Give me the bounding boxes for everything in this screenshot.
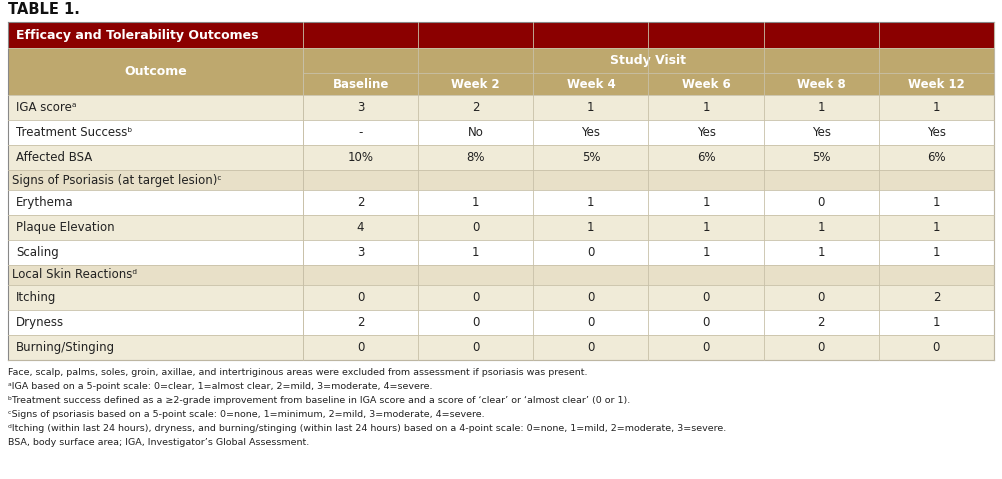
Text: 1: 1	[933, 246, 940, 259]
Text: 8%: 8%	[467, 151, 485, 164]
Text: Study Visit: Study Visit	[610, 54, 686, 67]
Text: 0: 0	[933, 341, 940, 354]
Text: Treatment Successᵇ: Treatment Successᵇ	[16, 126, 132, 139]
Text: 0: 0	[587, 341, 594, 354]
Text: 1: 1	[818, 221, 825, 234]
Text: Yes: Yes	[696, 126, 715, 139]
Text: Face, scalp, palms, soles, groin, axillae, and intertriginous areas were exclude: Face, scalp, palms, soles, groin, axilla…	[8, 368, 587, 377]
Text: Outcome: Outcome	[124, 65, 187, 78]
Text: Week 6: Week 6	[681, 78, 730, 91]
Text: Week 8: Week 8	[797, 78, 846, 91]
Bar	[8, 95, 994, 120]
Text: ᵈItching (within last 24 hours), dryness, and burning/stinging (within last 24 h: ᵈItching (within last 24 hours), dryness…	[8, 424, 726, 433]
Text: 4: 4	[357, 221, 365, 234]
Text: 0: 0	[587, 291, 594, 304]
Text: Week 4: Week 4	[566, 78, 615, 91]
Bar	[8, 48, 303, 95]
Text: 10%: 10%	[348, 151, 374, 164]
Text: 1: 1	[587, 221, 594, 234]
Text: 6%: 6%	[696, 151, 715, 164]
Text: 1: 1	[587, 101, 594, 114]
Text: ᵇTreatment success defined as a ≥2-grade improvement from baseline in IGA score : ᵇTreatment success defined as a ≥2-grade…	[8, 396, 630, 405]
Bar	[8, 170, 994, 190]
Text: 6%: 6%	[927, 151, 946, 164]
Text: 1: 1	[702, 196, 709, 209]
Text: 3: 3	[357, 101, 365, 114]
Text: 5%: 5%	[582, 151, 600, 164]
Text: 1: 1	[933, 101, 940, 114]
Text: 1: 1	[933, 316, 940, 329]
Bar	[8, 215, 994, 240]
Bar	[8, 265, 994, 285]
Text: Scaling: Scaling	[16, 246, 59, 259]
Text: 1: 1	[702, 221, 709, 234]
Bar	[8, 285, 994, 310]
Text: 0: 0	[587, 316, 594, 329]
Text: 2: 2	[933, 291, 940, 304]
Text: IGA scoreᵃ: IGA scoreᵃ	[16, 101, 76, 114]
Text: Dryness: Dryness	[16, 316, 64, 329]
Text: 1: 1	[818, 101, 825, 114]
Bar	[8, 240, 994, 265]
Text: 2: 2	[818, 316, 825, 329]
Text: Week 12: Week 12	[908, 78, 965, 91]
Text: 0: 0	[818, 341, 825, 354]
Text: 0: 0	[702, 341, 709, 354]
Text: 1: 1	[472, 196, 480, 209]
Text: ᵃIGA based on a 5-point scale: 0=clear, 1=almost clear, 2=mild, 3=moderate, 4=se: ᵃIGA based on a 5-point scale: 0=clear, …	[8, 382, 433, 391]
Text: TABLE 1.: TABLE 1.	[8, 2, 80, 17]
Text: 0: 0	[818, 291, 825, 304]
Text: 0: 0	[818, 196, 825, 209]
Text: 1: 1	[933, 196, 940, 209]
Text: Yes: Yes	[581, 126, 600, 139]
Text: 1: 1	[702, 246, 709, 259]
Text: Plaque Elevation: Plaque Elevation	[16, 221, 114, 234]
Text: 0: 0	[472, 221, 479, 234]
Text: 1: 1	[587, 196, 594, 209]
Text: 0: 0	[587, 246, 594, 259]
Text: 1: 1	[702, 101, 709, 114]
Text: BSA, body surface area; IGA, Investigator’s Global Assessment.: BSA, body surface area; IGA, Investigato…	[8, 438, 310, 447]
Text: 3: 3	[357, 246, 365, 259]
Text: Efficacy and Tolerability Outcomes: Efficacy and Tolerability Outcomes	[16, 28, 259, 42]
Text: 5%: 5%	[812, 151, 831, 164]
Bar	[8, 48, 994, 73]
Bar	[8, 120, 994, 145]
Text: Itching: Itching	[16, 291, 56, 304]
Bar	[8, 22, 994, 360]
Text: Local Skin Reactionsᵈ: Local Skin Reactionsᵈ	[12, 269, 137, 282]
Bar	[8, 310, 994, 335]
Text: 0: 0	[702, 316, 709, 329]
Text: Yes: Yes	[812, 126, 831, 139]
Text: Affected BSA: Affected BSA	[16, 151, 92, 164]
Text: Burning/Stinging: Burning/Stinging	[16, 341, 115, 354]
Bar	[8, 22, 994, 48]
Text: Yes: Yes	[927, 126, 946, 139]
Bar	[8, 73, 994, 95]
Text: 0: 0	[472, 291, 479, 304]
Text: Week 2: Week 2	[452, 78, 500, 91]
Text: -: -	[359, 126, 363, 139]
Text: ᶜSigns of psoriasis based on a 5-point scale: 0=none, 1=minimum, 2=mild, 3=moder: ᶜSigns of psoriasis based on a 5-point s…	[8, 410, 485, 419]
Text: 2: 2	[472, 101, 480, 114]
Text: No: No	[468, 126, 484, 139]
Text: 0: 0	[472, 316, 479, 329]
Bar	[8, 145, 994, 170]
Text: Baseline: Baseline	[333, 78, 389, 91]
Text: 1: 1	[472, 246, 480, 259]
Text: 1: 1	[818, 246, 825, 259]
Text: 0: 0	[357, 341, 365, 354]
Text: 2: 2	[357, 316, 365, 329]
Text: 2: 2	[357, 196, 365, 209]
Text: Signs of Psoriasis (at target lesion)ᶜ: Signs of Psoriasis (at target lesion)ᶜ	[12, 173, 221, 186]
Bar	[8, 190, 994, 215]
Text: 0: 0	[472, 341, 479, 354]
Text: 0: 0	[702, 291, 709, 304]
Text: 0: 0	[357, 291, 365, 304]
Text: Erythema: Erythema	[16, 196, 73, 209]
Text: 1: 1	[933, 221, 940, 234]
Bar	[8, 335, 994, 360]
